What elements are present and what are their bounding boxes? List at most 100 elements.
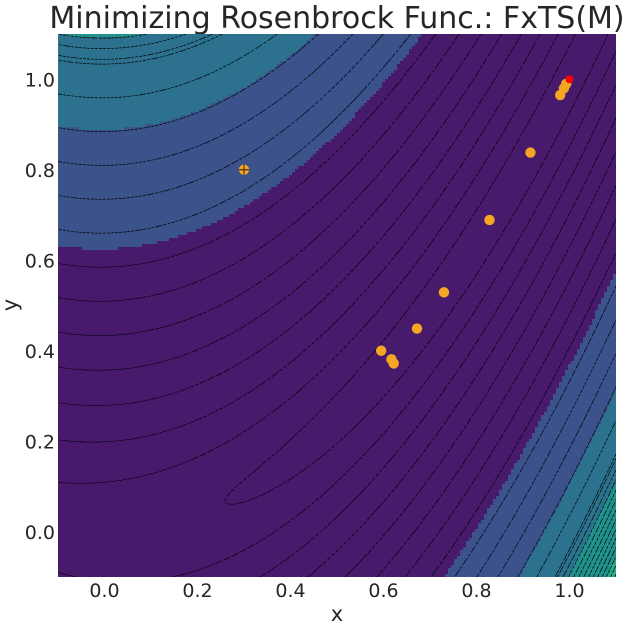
contour-band [451, 565, 527, 569]
contour-band [58, 487, 503, 491]
iterate-points [238, 75, 574, 369]
contour-band [58, 397, 554, 401]
contour-band [592, 439, 616, 443]
contour-band [559, 385, 616, 389]
contour-band [217, 100, 368, 104]
contour-band [58, 262, 616, 266]
contour-band [568, 484, 614, 488]
contour-band [502, 484, 569, 488]
contour-band [568, 487, 614, 491]
contour-band [58, 268, 616, 272]
contour-band [58, 136, 335, 140]
contour-band [595, 313, 616, 317]
contour-band [58, 415, 542, 419]
contour-band [499, 490, 566, 494]
contour-band [58, 571, 449, 575]
contour-band [502, 487, 569, 491]
contour-band [58, 274, 614, 278]
contour-band [532, 436, 593, 440]
contour-band [58, 454, 521, 458]
contour-band [607, 289, 616, 293]
contour-band [58, 343, 581, 347]
contour-band [313, 34, 422, 38]
contour-band [541, 538, 587, 542]
contour-band [58, 364, 569, 368]
contour-line [605, 555, 616, 577]
contour-band [607, 496, 616, 500]
contour-band [58, 553, 461, 557]
contour-band [322, 145, 616, 149]
contour-band [448, 571, 524, 575]
contour-band [58, 199, 254, 203]
contour-band [58, 295, 605, 299]
contour-band [550, 400, 611, 404]
contour-band [412, 46, 616, 50]
contour-band [571, 361, 616, 365]
contour-band [361, 106, 616, 110]
contour-band [484, 514, 554, 518]
contour-band [58, 55, 290, 59]
contour-band [145, 124, 347, 128]
contour-band [79, 127, 125, 131]
contour-band [580, 346, 616, 350]
contour-band [415, 43, 616, 47]
contour-band [580, 460, 616, 464]
contour-band [58, 556, 458, 560]
contour-band [310, 157, 616, 161]
contour-band [448, 568, 524, 572]
contour-band [58, 436, 533, 440]
contour-band [586, 334, 616, 338]
contour-band [550, 517, 599, 521]
contour-band [292, 172, 616, 176]
iterate-point [438, 287, 450, 298]
contour-band [568, 364, 616, 368]
contour-band [178, 235, 616, 239]
contour-band [544, 412, 605, 416]
contour-band [223, 217, 616, 221]
contour-band [274, 67, 398, 71]
contour-band [58, 550, 461, 554]
contour-band [265, 73, 392, 77]
contour-band [394, 70, 616, 74]
contour-band [604, 415, 616, 419]
contour-band [211, 103, 365, 107]
contour-band [58, 478, 509, 482]
contour-band [592, 322, 616, 326]
contour-band [58, 535, 473, 539]
contour-band [313, 154, 616, 158]
contour-band [58, 322, 593, 326]
contour-band [58, 484, 503, 488]
contour-band [190, 112, 356, 116]
contour-band [526, 562, 575, 566]
contour-band [58, 226, 203, 230]
contour-band [526, 442, 590, 446]
contour-band [58, 421, 539, 425]
contour-band [58, 94, 230, 98]
contour-band [229, 94, 374, 98]
contour-band [553, 514, 599, 518]
plot-area [58, 34, 616, 577]
contour-band [574, 355, 616, 359]
contour-band [397, 64, 616, 68]
contour-band [535, 427, 599, 431]
contour-band [613, 274, 616, 278]
contour-band [517, 460, 581, 464]
contour-band [610, 493, 616, 497]
contour-band [475, 529, 545, 533]
contour-band [304, 43, 416, 47]
contour-band [58, 223, 212, 227]
iterate-point [525, 147, 536, 158]
x-tick-label: 0.6 [368, 580, 398, 602]
contour-band [58, 250, 616, 254]
contour-band [610, 280, 616, 284]
contour-band [58, 247, 83, 251]
contour-band [241, 88, 380, 92]
contour-band [574, 472, 616, 476]
contour-band [58, 211, 236, 215]
contour-band [58, 526, 479, 530]
x-axis-ticks: 0.0 0.2 0.4 0.6 0.8 1.0 [89, 580, 584, 602]
contour-band [58, 154, 314, 158]
contour-band [58, 52, 293, 56]
contour-band [205, 106, 362, 110]
start-point-marker [239, 164, 249, 175]
